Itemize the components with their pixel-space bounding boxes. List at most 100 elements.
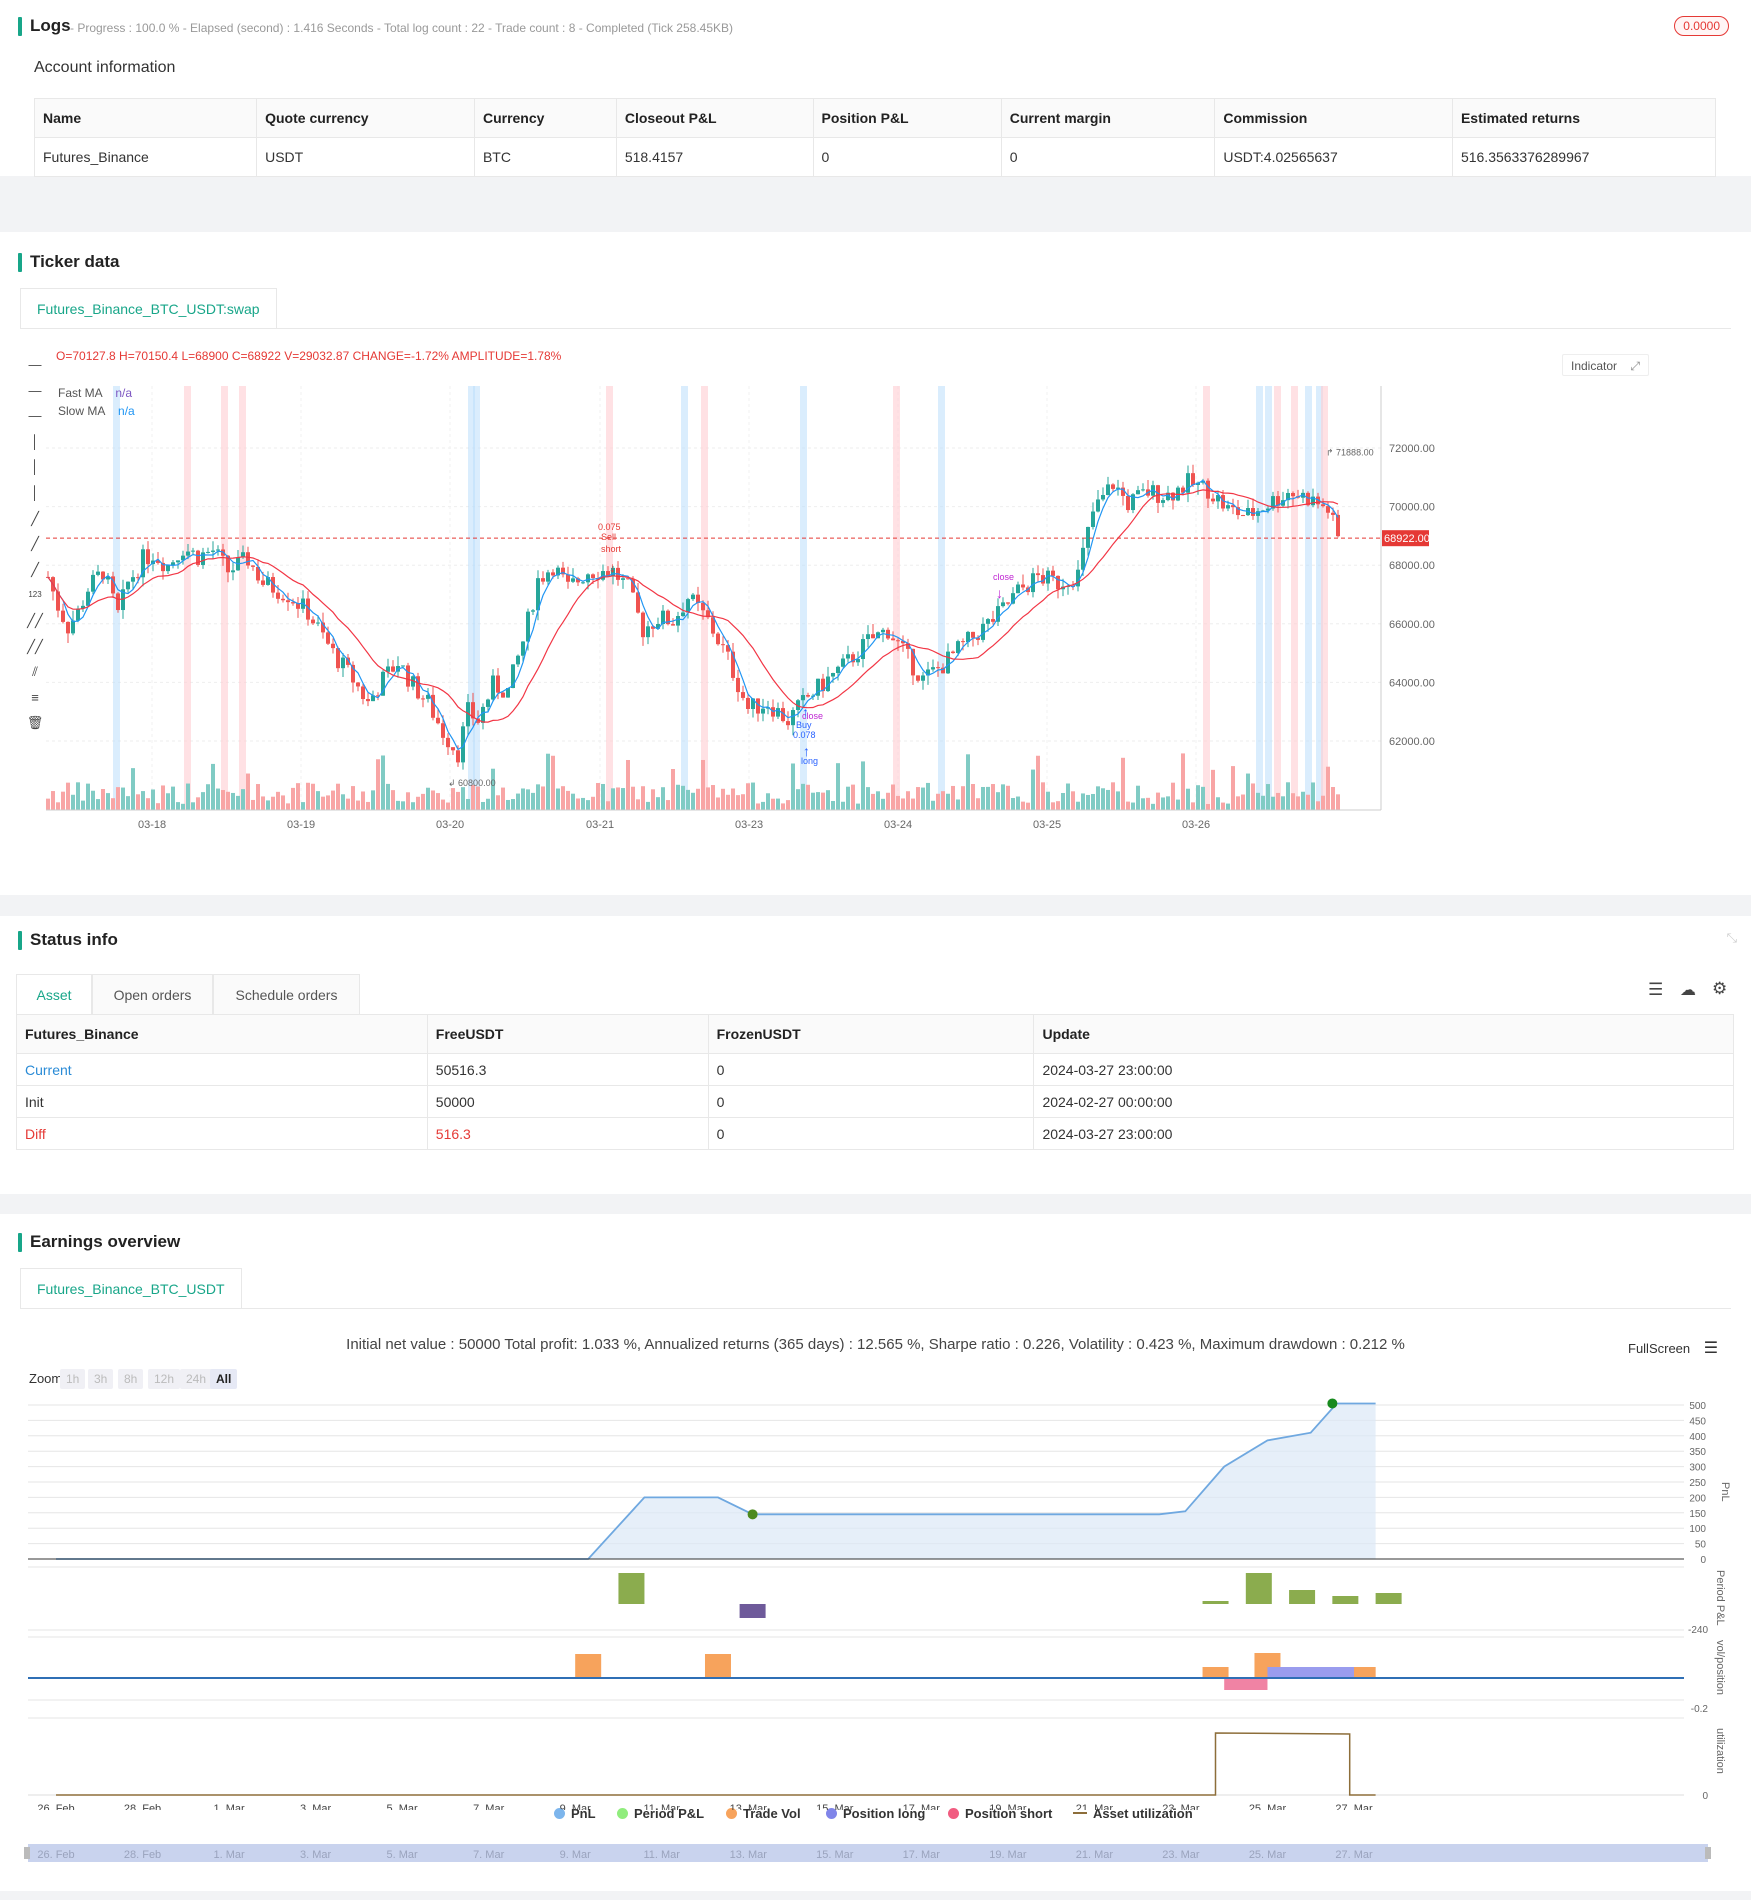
pnl-tick-label: 150 [1689, 1509, 1706, 1520]
legend-item[interactable]: Period P&L [617, 1806, 704, 1821]
high-price-marker: ↱ 71888.00 [1326, 447, 1374, 457]
volume-bar [311, 783, 315, 810]
tab-asset[interactable]: Asset [16, 974, 92, 1014]
volume-bar [1111, 782, 1115, 810]
candle-body [96, 571, 100, 575]
horizontal-ray-icon[interactable]: — [28, 382, 42, 398]
legend-item[interactable]: Trade Vol [726, 1806, 801, 1821]
legend-label: Trade Vol [743, 1806, 801, 1821]
candle-body [1216, 495, 1220, 502]
volume-bar [861, 761, 865, 810]
ray-line-icon[interactable]: ╱ [31, 536, 39, 552]
extended-line-icon[interactable]: ╱ [31, 561, 39, 577]
collapse-icon[interactable]: ⤡ [1726, 930, 1737, 945]
candle-body [1136, 490, 1140, 495]
volume-bar [1051, 802, 1055, 810]
tab-schedule-orders[interactable]: Schedule orders [213, 974, 360, 1014]
candlestick-chart[interactable]: 72000.00 70000.00 68000.00 66000.00 64000.00… [46, 340, 1751, 900]
candle-body [1231, 505, 1235, 508]
volume-bar [921, 787, 925, 810]
volume-bar [661, 787, 665, 810]
date-tick-label: 03-19 [287, 819, 315, 831]
volume-bar [1091, 793, 1095, 810]
legend-item[interactable]: Position long [826, 1806, 925, 1821]
navigator-mask [28, 1844, 1708, 1862]
candle-body [116, 593, 120, 611]
fib-retracement-icon[interactable]: ≡ [31, 689, 39, 705]
fib-channel-icon[interactable]: ╱╱ [27, 638, 43, 654]
pitchfork-icon[interactable]: ⫽ [32, 664, 38, 680]
volume-bar [176, 802, 180, 810]
buy-annotation: 0.078 [793, 730, 816, 740]
horizontal-segment-icon[interactable]: — [28, 408, 42, 424]
pnl-tick-label: 250 [1689, 1478, 1706, 1489]
candle-body [106, 576, 110, 580]
legend-item[interactable]: Asset utilization [1073, 1806, 1193, 1821]
price-label-icon[interactable]: 123 [28, 590, 42, 600]
candle-body [306, 598, 310, 620]
buy-annotation: long [801, 756, 818, 766]
drawing-toolbar: — — — │ │ │ ╱ ╱ ╱ 123 ╱╱ ╱╱ ⫽ ≡ 🗑 [24, 352, 46, 736]
tab-earnings-symbol[interactable]: Futures_Binance_BTC_USDT [20, 1268, 242, 1308]
vertical-segment-icon[interactable]: │ [30, 484, 40, 500]
vertical-ray-icon[interactable]: │ [30, 459, 40, 475]
date-tick-label: 3. Mar [300, 1803, 332, 1810]
volume-bar [851, 784, 855, 810]
zoom-button-All[interactable]: All [210, 1369, 238, 1389]
legend-item[interactable]: PnL [554, 1806, 596, 1821]
fast-ma-line [47, 479, 1339, 751]
indicator-button[interactable]: Indicator ⤢ [1562, 354, 1649, 376]
volume-bar [966, 754, 970, 810]
candle-body [926, 669, 930, 676]
zoom-button-3h[interactable]: 3h [88, 1369, 114, 1389]
candle-body [641, 612, 645, 638]
list-icon[interactable]: ☰ [1648, 980, 1664, 999]
volume-bar [626, 759, 630, 810]
volume-bar [396, 800, 400, 810]
navigator-handle-left [24, 1847, 30, 1859]
menu-icon[interactable]: ☰ [1703, 1340, 1719, 1357]
tab-ticker-symbol[interactable]: Futures_Binance_BTC_USDT:swap [20, 288, 277, 328]
vertical-line-icon[interactable]: │ [30, 433, 40, 449]
trend-line-icon[interactable]: ╱ [31, 510, 39, 526]
volume-bar [1011, 798, 1015, 810]
candle-body [351, 664, 355, 683]
fullscreen-button[interactable]: FullScreen ☰ [1628, 1338, 1718, 1358]
earnings-summary: Initial net value : 50000 Total profit: … [346, 1336, 1405, 1353]
volume-bar [96, 799, 100, 810]
date-tick-label: 21. Mar [1076, 1803, 1114, 1810]
account-cell: USDT [256, 137, 475, 177]
earnings-chart-area[interactable]: 500450400350300250200150100500PnL-240Per… [0, 1390, 1751, 1810]
date-tick-label: 7. Mar [473, 1803, 505, 1810]
parallel-channel-icon[interactable]: ╱╱ [27, 612, 43, 628]
volume-bar [806, 784, 810, 810]
zoom-button-24h[interactable]: 24h [180, 1369, 213, 1389]
zoom-button-8h[interactable]: 8h [118, 1369, 144, 1389]
candle-body [696, 594, 700, 603]
range-navigator[interactable]: 26. Feb 28. Feb 1. Mar 3. Mar 5. Mar 7. Mar 9.… [0, 1842, 1751, 1866]
legend-item[interactable]: Position short [948, 1806, 1052, 1821]
cloud-download-icon[interactable]: ☁ [1680, 982, 1696, 999]
signal-band-long [681, 386, 688, 810]
expand-icon[interactable]: ⤢ [1630, 359, 1640, 373]
volume-bar [461, 787, 465, 810]
period-pnl-bar [1202, 1601, 1229, 1604]
candle-body [931, 667, 935, 670]
zoom-button-1h[interactable]: 1h [60, 1369, 86, 1389]
volume-bar [676, 784, 680, 810]
volume-bar [1276, 792, 1280, 810]
volume-bar [316, 791, 320, 810]
horizontal-line-icon[interactable]: — [28, 357, 42, 372]
trash-icon[interactable]: 🗑 [26, 715, 44, 731]
volume-bar [1076, 801, 1080, 810]
volume-bar [526, 789, 530, 810]
candle-body [836, 666, 840, 674]
gear-icon[interactable]: ⚙ [1712, 979, 1728, 998]
volume-bar [766, 793, 770, 810]
volume-bar [186, 783, 190, 810]
volume-bar [171, 786, 175, 810]
zoom-button-12h[interactable]: 12h [148, 1369, 181, 1389]
volume-bar [506, 799, 510, 810]
tab-open-orders[interactable]: Open orders [92, 974, 213, 1014]
current-price-badge [1382, 530, 1429, 547]
